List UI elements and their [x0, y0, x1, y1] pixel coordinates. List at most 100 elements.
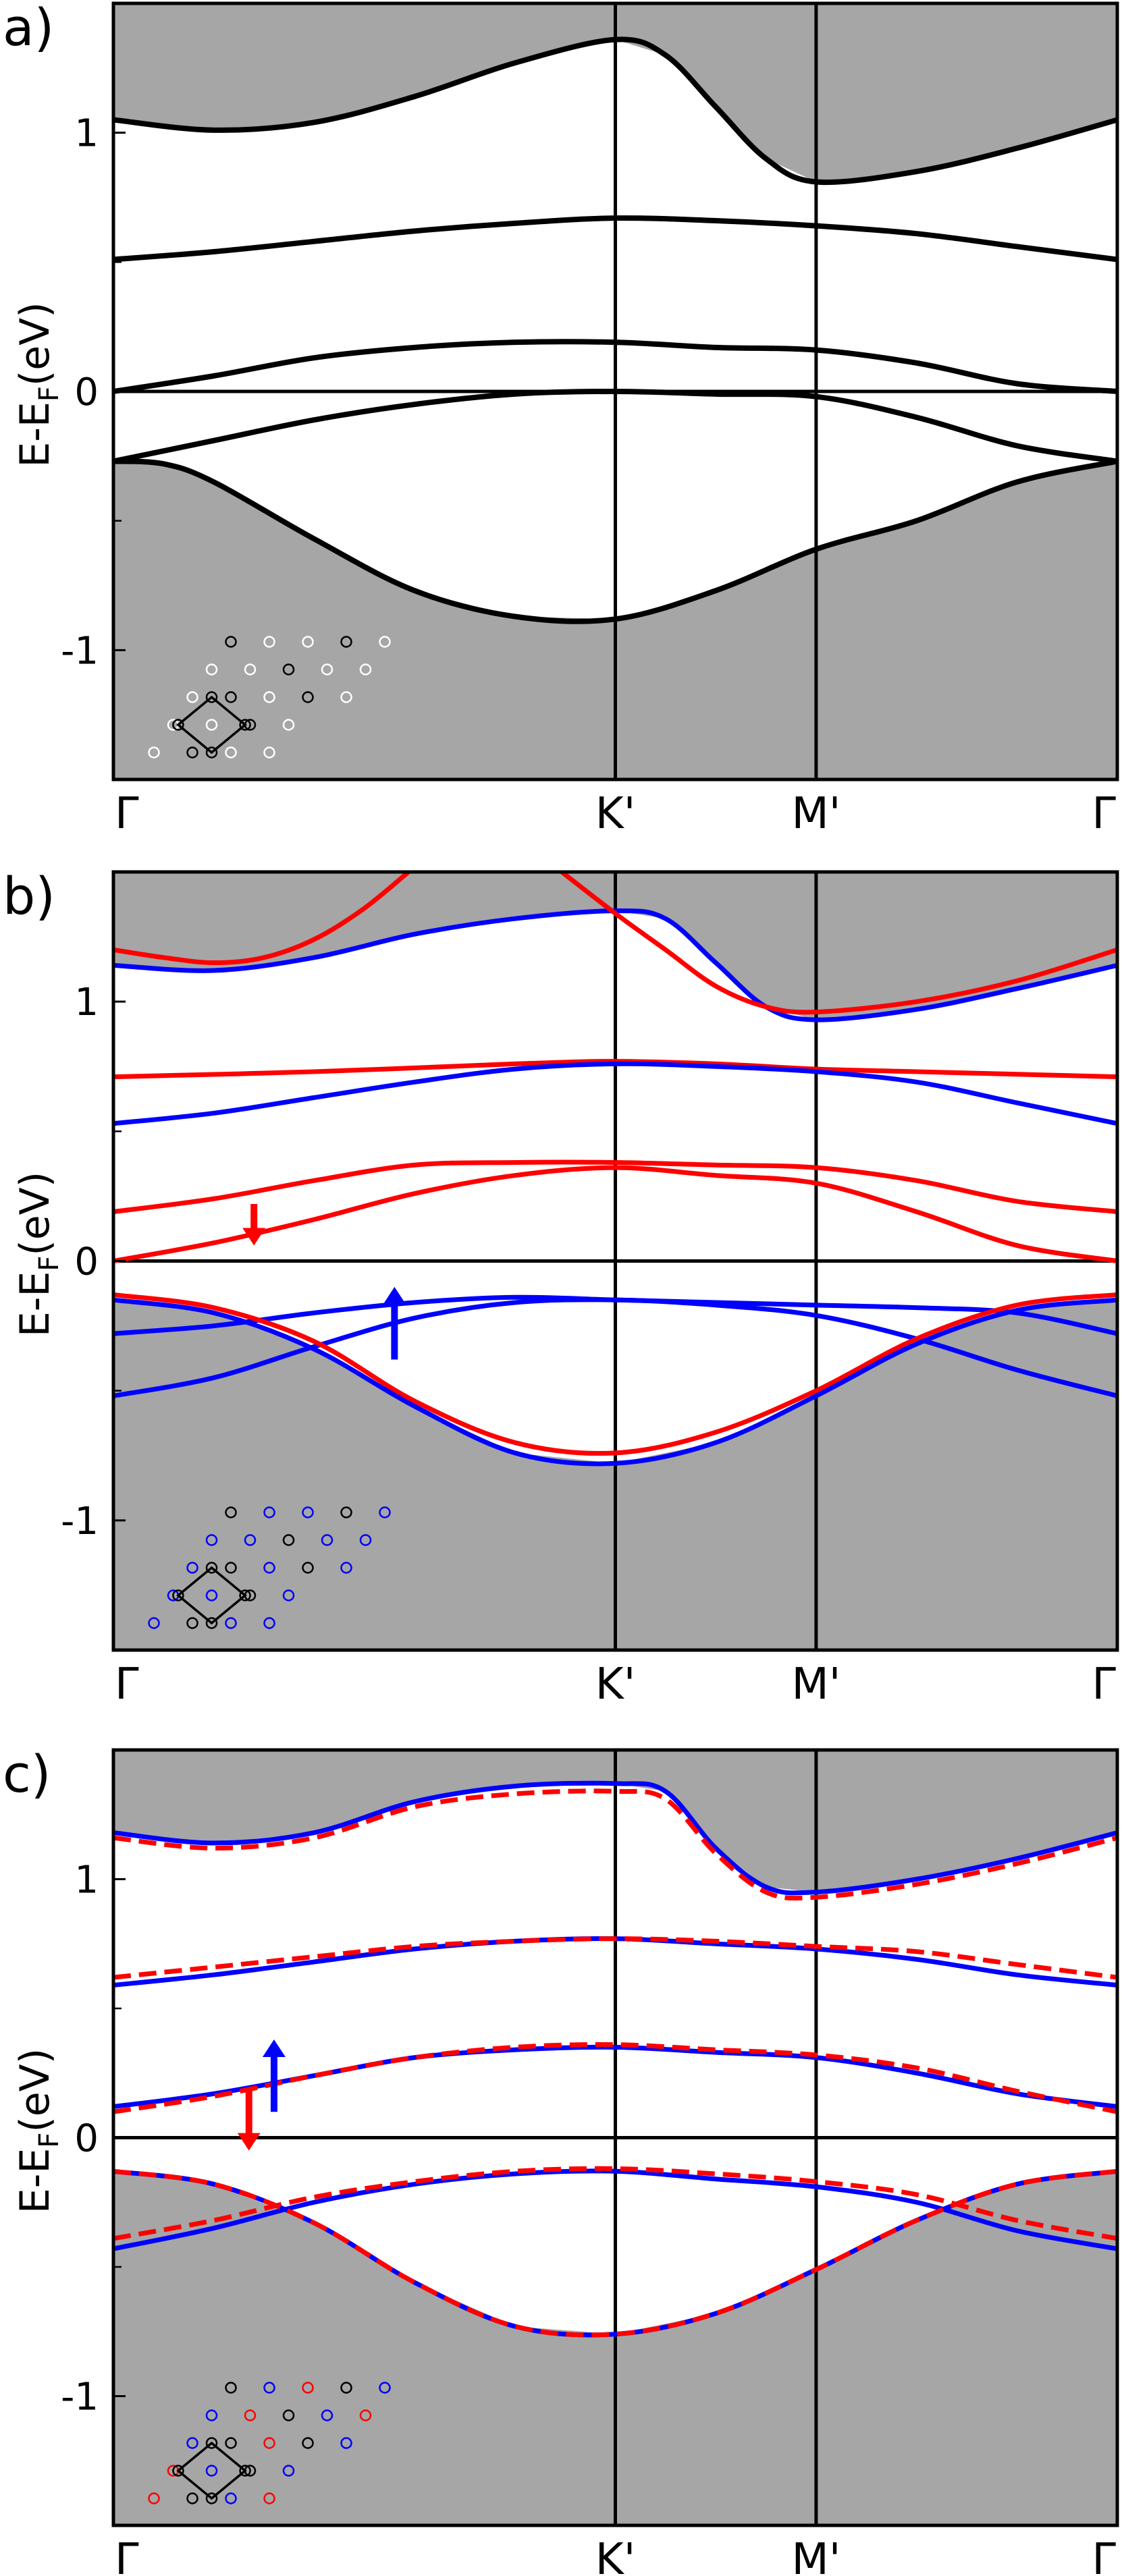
- panel-label: c): [3, 1744, 51, 1804]
- spin-arrow-down-head: [242, 1228, 266, 1246]
- lattice-site: [379, 1506, 391, 1518]
- band-line-0: [113, 1780, 1117, 1896]
- y-axis-label-unit: (eV): [11, 2048, 59, 2133]
- unit-cell-site: [239, 719, 251, 731]
- lattice-site: [340, 1506, 352, 1518]
- lattice-site: [282, 1589, 295, 1601]
- band-line-6: [113, 1165, 1117, 1263]
- lattice-inset: [148, 636, 391, 759]
- lattice-site: [282, 663, 295, 676]
- x-tick-label: M': [791, 1660, 840, 1709]
- lattice-site: [186, 1562, 198, 1574]
- lattice-site: [321, 2409, 333, 2421]
- lattice-site: [263, 636, 275, 648]
- lattice-site: [340, 636, 352, 648]
- lattice-site: [205, 1589, 218, 1601]
- y-tick-label: 0: [74, 371, 99, 414]
- lattice-site: [340, 2437, 352, 2449]
- lattice-site: [282, 719, 295, 731]
- band-line-3: [113, 389, 1117, 464]
- lattice-site: [302, 1562, 314, 1574]
- y-axis-label-subscript: F: [34, 2133, 65, 2148]
- band-line-1: [113, 215, 1117, 263]
- lattice-site: [302, 691, 314, 703]
- lattice-site: [340, 1562, 352, 1574]
- lattice-site: [263, 1617, 275, 1629]
- x-tick-label: M': [791, 789, 840, 839]
- lattice-site: [282, 2409, 295, 2421]
- lattice-site: [282, 1534, 295, 1546]
- lattice-site: [225, 2437, 237, 2449]
- y-axis-label-main: E-E: [11, 1271, 59, 1337]
- lattice-site: [359, 663, 372, 676]
- lattice-site: [379, 2382, 391, 2394]
- y-tick-label: 1: [74, 112, 99, 156]
- x-tick-label: K': [595, 1660, 636, 1709]
- unit-cell-site: [205, 2437, 218, 2449]
- lattice-site: [244, 663, 257, 676]
- lattice-site: [225, 1506, 237, 1518]
- lattice-site: [244, 1534, 257, 1546]
- band-line-0: [113, 36, 1117, 186]
- spin-arrow-up-head: [262, 2039, 286, 2057]
- spin-arrow-down-head: [237, 2133, 261, 2151]
- y-axis-label: E-EF(eV): [11, 1172, 65, 1337]
- lattice-site: [263, 2492, 275, 2504]
- lattice-site: [186, 691, 198, 703]
- x-tick-label: Γ: [115, 789, 139, 839]
- lattice-site: [225, 746, 237, 759]
- y-axis-label-subscript: F: [34, 1256, 65, 1271]
- band-line-3: [113, 1059, 1117, 1080]
- band-line-8: [113, 2168, 1117, 2338]
- band-line-3: [113, 1936, 1117, 1980]
- lattice-site: [263, 2437, 275, 2449]
- x-tick-label: Γ: [115, 1660, 139, 1709]
- y-tick-label: 1: [74, 1859, 99, 1902]
- panel-c: 1 0 -1 Γ K' M' Γc) E-EF(eV): [3, 1744, 1119, 2576]
- unit-cell-diamond: [176, 1566, 247, 1625]
- unit-cell-site: [239, 2465, 251, 2477]
- y-tick-label: -1: [61, 1500, 99, 1543]
- y-axis-label-main: E-E: [11, 2148, 59, 2214]
- y-tick-label: 0: [74, 2117, 99, 2161]
- unit-cell-site: [205, 1617, 218, 1629]
- plot-area: [113, 872, 1117, 1650]
- lattice-site: [225, 1562, 237, 1574]
- panel-a: 1 0 -1 Γ K' M' Γa) E-EF(eV): [3, 0, 1119, 839]
- lattice-site: [148, 2492, 160, 2504]
- panel-label: b): [3, 866, 55, 926]
- lattice-site: [263, 746, 275, 759]
- lattice-site: [302, 1506, 314, 1518]
- x-tick-label: Γ: [1092, 1660, 1116, 1709]
- band-line-1: [113, 872, 412, 966]
- y-tick-label: 0: [74, 1240, 99, 1284]
- panel-label: a): [3, 0, 54, 57]
- lattice-site: [186, 2492, 198, 2504]
- lattice-site: [263, 2382, 275, 2394]
- band-line-4: [113, 2044, 1117, 2110]
- lattice-site: [225, 691, 237, 703]
- x-tick-label: K': [595, 2535, 636, 2576]
- lattice-site: [321, 663, 333, 676]
- lattice-site: [205, 1534, 218, 1546]
- lattice-site: [225, 636, 237, 648]
- unit-cell-diamond: [176, 2441, 247, 2500]
- lattice-site: [359, 2409, 372, 2421]
- unit-cell-site: [205, 691, 218, 703]
- lattice-site: [225, 2492, 237, 2504]
- lattice-site: [302, 2382, 314, 2394]
- unit-cell-diamond: [176, 695, 247, 755]
- lattice-site: [205, 2465, 218, 2477]
- y-tick-label: -1: [61, 2376, 99, 2419]
- lattice-site: [359, 1534, 372, 1546]
- lattice-site: [148, 1617, 160, 1629]
- band-line-2: [558, 872, 1117, 1015]
- band-line-1: [113, 1788, 1117, 1901]
- lattice-site: [340, 691, 352, 703]
- lattice-site: [225, 2382, 237, 2394]
- band-line-4: [113, 458, 1117, 624]
- unit-cell-site: [205, 1562, 218, 1574]
- y-axis-label-subscript: F: [34, 386, 65, 402]
- lattice-site: [340, 2382, 352, 2394]
